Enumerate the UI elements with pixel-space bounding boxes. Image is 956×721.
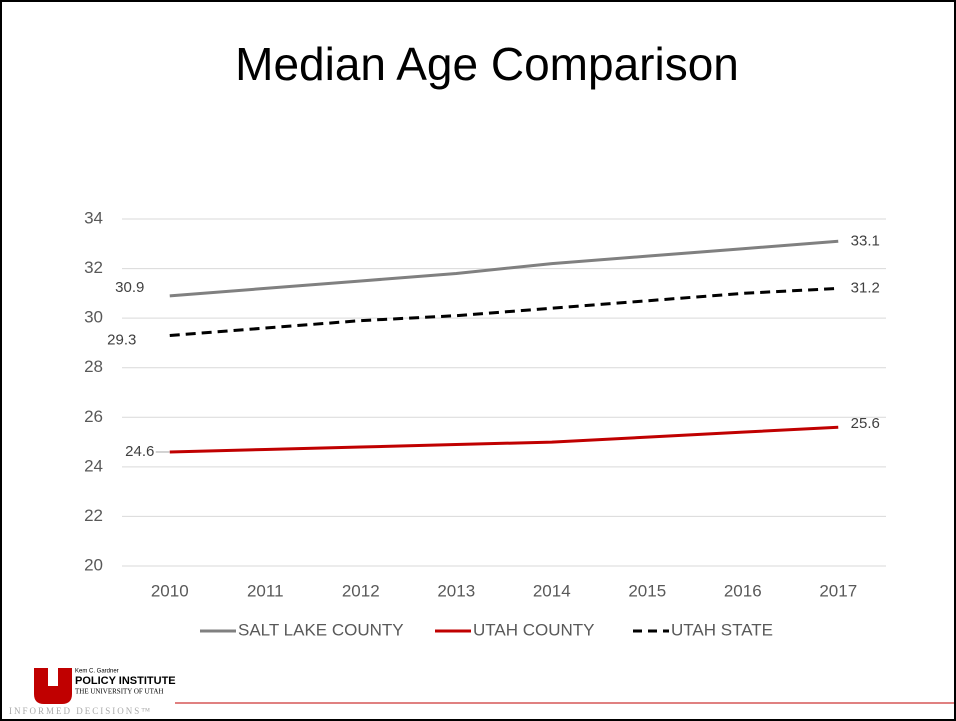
data-label: 25.6 (851, 415, 880, 432)
legend-label: UTAH STATE (671, 620, 773, 639)
y-tick-label: 20 (84, 555, 103, 574)
y-tick-label: 34 (84, 208, 103, 227)
legend-label: UTAH COUNTY (473, 620, 595, 639)
y-tick-label: 28 (84, 357, 103, 376)
data-label: 31.2 (851, 279, 880, 296)
x-tick-label: 2015 (628, 581, 666, 600)
series-line (169, 239, 839, 298)
logo-tagline: INFORMED DECISIONS™ (9, 706, 152, 716)
logo-text: POLICY INSTITUTE (75, 675, 176, 687)
logo-text: Kem C. Gardner (75, 669, 119, 675)
x-tick-label: 2011 (247, 581, 284, 600)
y-tick-label: 22 (84, 506, 103, 525)
legend-label: SALT LAKE COUNTY (238, 620, 404, 639)
data-label: 24.6 (125, 443, 154, 460)
logo: Kem C. Gardner POLICY INSTITUTE THE UNIV… (9, 668, 954, 716)
y-tick-label: 30 (84, 308, 103, 327)
y-tick-label: 24 (84, 456, 103, 475)
chart-title: Median Age Comparison (235, 38, 739, 90)
x-tick-label: 2014 (533, 581, 571, 600)
x-tick-label: 2012 (342, 581, 380, 600)
x-tick-label: 2017 (819, 581, 857, 600)
x-tick-label: 2016 (724, 581, 762, 600)
x-tick-label: 2013 (437, 581, 475, 600)
data-label: 33.1 (851, 232, 880, 249)
logo-text: THE UNIVERSITY OF UTAH (75, 688, 163, 696)
y-tick-label: 32 (84, 258, 103, 277)
series-line (169, 425, 839, 454)
y-tick-label: 26 (84, 407, 103, 426)
x-tick-label: 2010 (151, 581, 189, 600)
logo-mark (34, 668, 72, 704)
data-label: 30.9 (115, 279, 144, 296)
data-label: 29.3 (107, 331, 136, 348)
